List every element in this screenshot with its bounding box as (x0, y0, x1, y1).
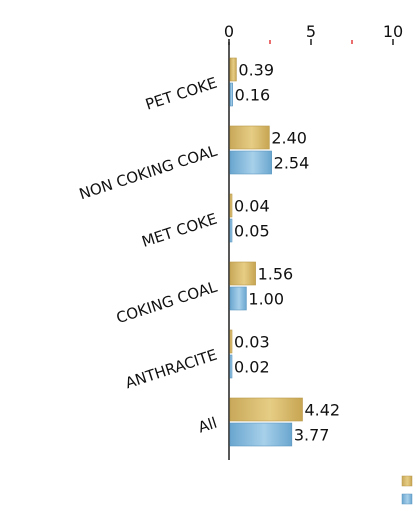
data-label: 2.40 (271, 129, 307, 148)
bar-series-2 (229, 354, 233, 379)
bar-series-1 (229, 329, 233, 354)
category-label: NON COKING COAL (77, 141, 220, 203)
category-label: ANTHRACITE (123, 346, 219, 393)
category-label: COKING COAL (114, 277, 220, 327)
data-label: 3.77 (294, 426, 330, 445)
data-label: 0.39 (238, 61, 274, 80)
data-label: 0.04 (234, 197, 270, 216)
x-tick-label: 10 (383, 22, 403, 41)
data-label: 0.05 (234, 222, 270, 241)
bar-series-2 (229, 150, 272, 175)
legend-swatch-series-2 (401, 493, 413, 505)
data-label: 2.54 (274, 154, 310, 173)
x-tick-label: 0 (224, 22, 234, 41)
data-label: 0.02 (234, 358, 270, 377)
bar-series-1 (229, 193, 233, 218)
x-tick-label: 5 (306, 22, 316, 41)
category-label: MET COKE (140, 210, 220, 251)
legend-swatch-series-1 (401, 475, 413, 487)
bar-series-2 (229, 82, 233, 107)
data-label: 0.03 (234, 333, 270, 352)
data-label: 0.16 (235, 86, 271, 105)
bar-series-1 (229, 261, 256, 286)
bar-series-2 (229, 422, 293, 447)
bar-series-2 (229, 218, 233, 243)
category-label: PET COKE (143, 74, 219, 114)
bar-series-1 (229, 57, 237, 82)
bar-series-1 (229, 397, 303, 422)
bar-series-2 (229, 286, 247, 311)
data-label: 1.00 (248, 290, 284, 309)
bar-series-1 (229, 125, 270, 150)
data-label: 1.56 (258, 265, 294, 284)
category-label: All (196, 414, 219, 437)
data-label: 4.42 (304, 401, 340, 420)
